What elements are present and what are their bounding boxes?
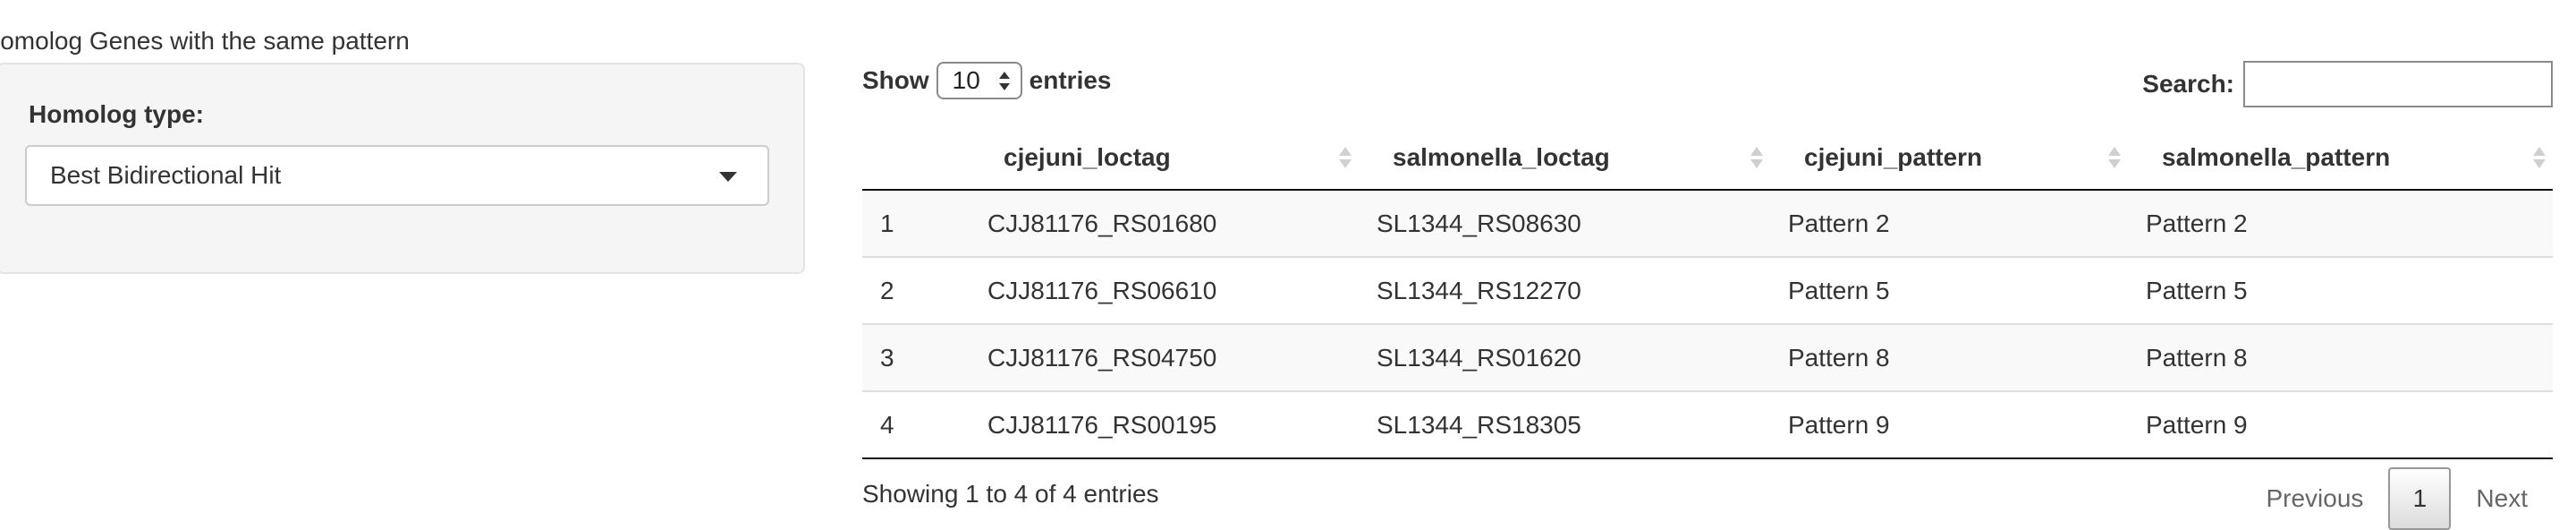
cjejuni-pattern-cell: Pattern 8 — [1770, 323, 2128, 391]
cjejuni-pattern-cell: Pattern 9 — [1770, 390, 2128, 459]
search-control: Search: — [2142, 59, 2553, 109]
cjejuni-loctag-cell: CJJ81176_RS06610 — [970, 256, 1359, 324]
table-header-row: cjejuni_loctag salmonella_loctag cjejuni… — [862, 125, 2553, 191]
next-page-button[interactable]: Next — [2476, 484, 2528, 512]
column-header-label: cjejuni_pattern — [1804, 142, 1983, 171]
table-row: 1 CJJ81176_RS01680 SL1344_RS08630 Patter… — [862, 190, 2553, 257]
spinner-up-icon — [998, 72, 1010, 79]
page-1-button[interactable]: 1 — [2388, 467, 2452, 530]
homolog-table: cjejuni_loctag salmonella_loctag cjejuni… — [862, 125, 2553, 459]
column-header-label: salmonella_pattern — [2162, 142, 2391, 171]
cjejuni-loctag-cell: CJJ81176_RS01680 — [970, 190, 1359, 257]
cjejuni-pattern-cell: Pattern 5 — [1770, 256, 2128, 324]
spinner-down-icon — [998, 83, 1010, 90]
page-length-control: Show 10 entries — [862, 59, 1112, 102]
cjejuni-pattern-cell: Pattern 2 — [1770, 190, 2128, 257]
column-header-label: cjejuni_loctag — [1004, 142, 1171, 171]
row-index: 3 — [862, 323, 970, 391]
column-header-index — [862, 125, 970, 191]
sort-icon — [1339, 147, 1352, 170]
sort-icon — [1750, 147, 1763, 170]
column-header-salmonella-pattern[interactable]: salmonella_pattern — [2128, 125, 2553, 191]
table-row: 3 CJJ81176_RS04750 SL1344_RS01620 Patter… — [862, 323, 2553, 391]
sort-icon — [2108, 147, 2121, 170]
homolog-type-label: Homolog type: — [29, 100, 204, 128]
salmonella-loctag-cell: SL1344_RS08630 — [1359, 190, 1770, 257]
column-header-salmonella-loctag[interactable]: salmonella_loctag — [1359, 125, 1770, 191]
row-index: 2 — [862, 256, 970, 324]
salmonella-loctag-cell: SL1344_RS12270 — [1359, 256, 1770, 324]
cjejuni-loctag-cell: CJJ81176_RS04750 — [970, 323, 1359, 391]
salmonella-pattern-cell: Pattern 5 — [2128, 256, 2553, 324]
salmonella-pattern-cell: Pattern 9 — [2128, 390, 2553, 459]
column-header-cjejuni-loctag[interactable]: cjejuni_loctag — [970, 125, 1359, 191]
sort-icon — [2533, 147, 2546, 170]
page-length-value: 10 — [952, 66, 980, 94]
column-header-label: salmonella_loctag — [1393, 142, 1610, 171]
caret-down-icon — [719, 172, 737, 182]
table-row: 2 CJJ81176_RS06610 SL1344_RS12270 Patter… — [862, 256, 2553, 324]
previous-page-button[interactable]: Previous — [2266, 484, 2364, 512]
cjejuni-loctag-cell: CJJ81176_RS00195 — [970, 390, 1359, 459]
search-label: Search: — [2142, 70, 2234, 98]
table-info: Showing 1 to 4 of 4 entries — [862, 480, 1159, 508]
search-input[interactable] — [2243, 61, 2553, 107]
salmonella-pattern-cell: Pattern 8 — [2128, 323, 2553, 391]
row-index: 1 — [862, 190, 970, 257]
homolog-type-value: Best Bidirectional Hit — [50, 161, 282, 189]
table-row: 4 CJJ81176_RS00195 SL1344_RS18305 Patter… — [862, 390, 2553, 459]
row-index: 4 — [862, 390, 970, 459]
page-length-select[interactable]: 10 — [936, 62, 1022, 99]
salmonella-pattern-cell: Pattern 2 — [2128, 190, 2553, 257]
pagination: Previous 1 Next — [2241, 466, 2553, 530]
homolog-type-select[interactable]: Best Bidirectional Hit — [25, 145, 769, 206]
salmonella-loctag-cell: SL1344_RS18305 — [1359, 390, 1770, 459]
panel-title: Homolog Genes with the same pattern — [0, 27, 410, 55]
filter-panel: Homolog type: Best Bidirectional Hit — [0, 63, 805, 274]
salmonella-loctag-cell: SL1344_RS01620 — [1359, 323, 1770, 391]
column-header-cjejuni-pattern[interactable]: cjejuni_pattern — [1770, 125, 2128, 191]
entries-label: entries — [1029, 66, 1112, 94]
show-label: Show — [862, 66, 929, 94]
